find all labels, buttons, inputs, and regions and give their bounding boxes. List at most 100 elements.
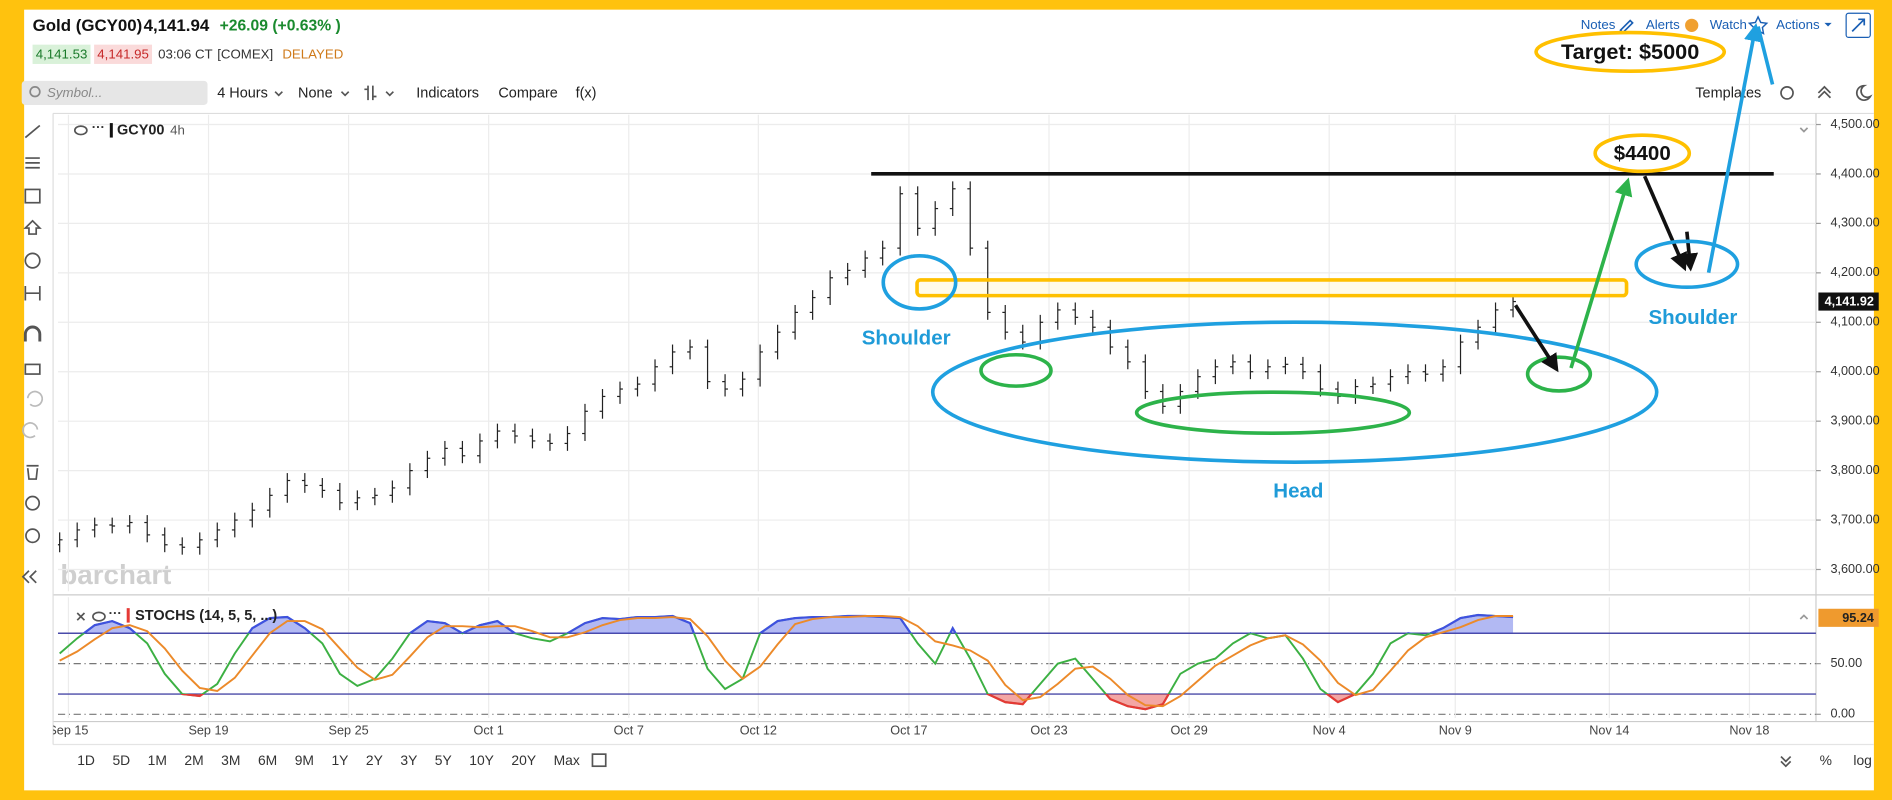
tool-undo[interactable] [26, 390, 44, 407]
tool-fib[interactable] [25, 157, 40, 169]
tool-number[interactable] [24, 252, 41, 269]
indicators-button[interactable]: Indicators [416, 85, 479, 101]
caret [274, 91, 283, 97]
panel-caret[interactable] [1799, 127, 1809, 133]
actions-menu[interactable]: Actions [1776, 17, 1820, 32]
range-button[interactable]: 1D [77, 752, 95, 768]
tool-collapse[interactable] [21, 570, 37, 584]
range-button[interactable]: 5D [112, 752, 130, 768]
tool-arrow[interactable] [23, 219, 42, 235]
tool-measure[interactable] [24, 285, 41, 301]
tool-line[interactable] [24, 124, 41, 139]
range-button[interactable]: 2Y [366, 752, 383, 768]
y-tick-label: 3,800.00 [1830, 463, 1879, 477]
target-arrow-2 [1756, 26, 1775, 85]
x-tick-label: Oct 12 [740, 724, 777, 738]
caret [385, 91, 394, 97]
y-tick-label: 3,900.00 [1830, 414, 1879, 428]
y-tick-label: 3,600.00 [1830, 562, 1879, 576]
symbol-title: Gold (GCY00) [33, 16, 143, 35]
symbol-search[interactable] [21, 80, 208, 105]
x-tick-label: Oct 29 [1170, 724, 1207, 738]
bid-box [32, 44, 91, 64]
chart-type-menu[interactable]: None [298, 85, 333, 101]
annotations [871, 22, 1775, 464]
range-button[interactable]: 1M [148, 752, 167, 768]
y-tick-label: 50.00 [1830, 656, 1862, 670]
x-tick-label: Sep 15 [48, 724, 88, 738]
last-value-badge [1818, 292, 1879, 311]
y-tick-label: 4,200.00 [1830, 265, 1879, 279]
x-tick-label: Sep 25 [329, 724, 369, 738]
notes-link[interactable]: Notes [1581, 17, 1616, 32]
drawing-tools [21, 124, 44, 584]
compare-button[interactable]: Compare [498, 85, 558, 101]
tool-delete[interactable] [26, 464, 39, 480]
range-button[interactable]: 1Y [331, 752, 348, 768]
head-bottom-ellipse [1134, 390, 1412, 435]
range-button[interactable]: 6M [258, 752, 277, 768]
bid: 4,141.53 [36, 46, 88, 61]
resistance-label: $4400 [1614, 142, 1671, 165]
bar-type-icon[interactable] [364, 85, 377, 101]
study-legend: ··· STOCHS (14, 5, 5, ...) [76, 606, 1809, 624]
settings-icon[interactable] [1780, 86, 1794, 100]
visibility-icon[interactable] [73, 125, 88, 136]
tool-zoom-out[interactable] [25, 528, 41, 544]
collapse-icon[interactable] [1817, 85, 1832, 99]
collapse-icon[interactable] [1780, 755, 1792, 768]
tool-magnet[interactable] [23, 325, 42, 342]
delay-status: DELAYED [282, 46, 343, 61]
target-arrow [1706, 22, 1762, 274]
tool-zoom-in[interactable] [25, 495, 41, 511]
theme-icon[interactable] [1855, 84, 1873, 101]
range-button[interactable]: Max [554, 752, 580, 768]
y-tick-label: 4,400.00 [1830, 166, 1879, 180]
watermark: barchart [60, 559, 171, 590]
visibility-icon[interactable] [92, 611, 106, 622]
legend-dots[interactable]: ··· [109, 606, 122, 621]
range-button[interactable]: 10Y [469, 752, 494, 768]
x-tick-label: Nov 9 [1439, 724, 1472, 738]
retest-arrow-2 [1680, 231, 1699, 272]
panel-caret[interactable] [1799, 614, 1809, 620]
legend-dots[interactable]: ··· [92, 119, 105, 134]
neckline-box [915, 278, 1629, 298]
right-shoulder-circle [1634, 239, 1740, 289]
range-button[interactable]: 9M [295, 752, 314, 768]
y-tick-label: 0.00 [1830, 707, 1855, 721]
range-button[interactable]: 20Y [511, 752, 536, 768]
calendar-icon[interactable] [591, 753, 607, 768]
percent-toggle[interactable]: % [1820, 752, 1832, 768]
range-button[interactable]: 3Y [400, 752, 417, 768]
head-label: Head [1273, 480, 1323, 503]
range-button[interactable]: 3M [221, 752, 240, 768]
tool-redo[interactable] [22, 422, 39, 439]
legend-interval: 4h [170, 122, 185, 137]
tool-lock[interactable] [24, 363, 41, 375]
last-value-label: 4,141.92 [1825, 295, 1874, 309]
alerts-link[interactable]: Alerts [1646, 17, 1680, 32]
watch-link[interactable]: Watch [1710, 17, 1747, 32]
actions-caret [1824, 22, 1832, 27]
tool-shape[interactable] [24, 188, 41, 204]
last-value-label: 95.24 [1842, 611, 1874, 625]
function-button[interactable]: f(x) [576, 85, 597, 101]
range-bar: % log 1D 5D 1M 2M 3M 6M 9M 1Y 2Y 3Y 5Y 10Y 20Y Max [77, 752, 1872, 768]
y-tick-label: 4,100.00 [1830, 315, 1879, 329]
target-label-ring [1534, 30, 1727, 74]
caret [340, 91, 350, 97]
study-name: STOCHS (14, 5, 5, ...) [135, 608, 277, 624]
templates-button[interactable]: Templates [1695, 85, 1761, 101]
y-tick-label: 4,500.00 [1830, 117, 1879, 131]
last-price: 4,141.94 [144, 16, 210, 35]
axis-layer: 3,600.00 3,700.00 3,800.00 3,900.00 4,000.00… [48, 117, 1880, 738]
y-tick-label: 3,700.00 [1830, 512, 1879, 526]
resistance-label-ring [1593, 133, 1692, 174]
remove-study[interactable] [76, 612, 86, 621]
log-toggle[interactable]: log [1853, 752, 1872, 768]
interval-menu[interactable]: 4 Hours [217, 85, 268, 101]
range-button[interactable]: 5Y [435, 752, 452, 768]
quote-header: Gold (GCY00) 4,141.94 +26.09 (+0.63% ) 4… [32, 12, 1871, 64]
range-button[interactable]: 2M [184, 752, 203, 768]
